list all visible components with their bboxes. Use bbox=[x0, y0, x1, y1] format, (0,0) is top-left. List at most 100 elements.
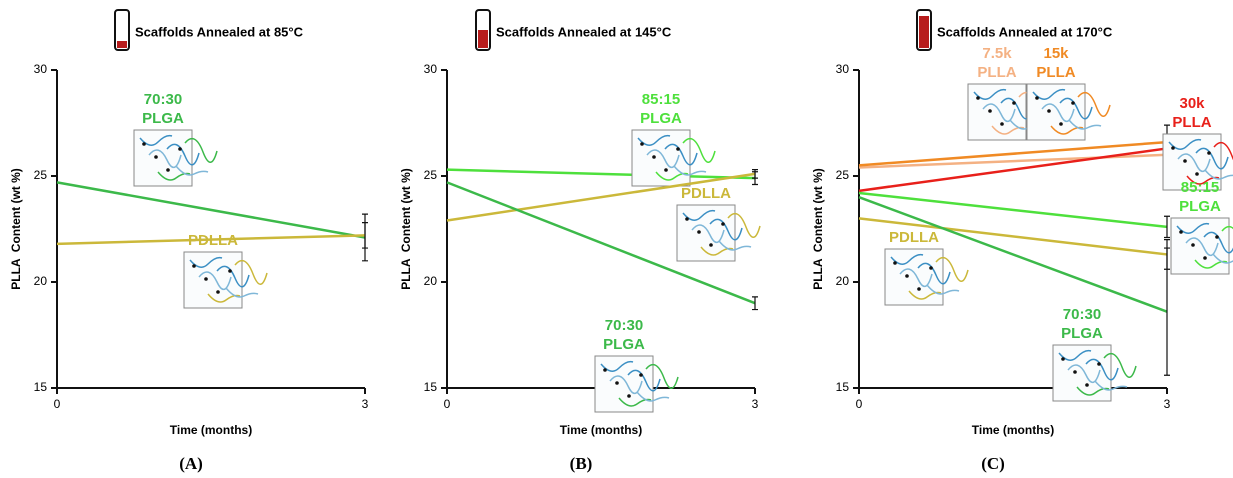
scaffold-fiber bbox=[899, 268, 933, 288]
x-tick-label: 0 bbox=[444, 397, 451, 411]
scaffold-fiber bbox=[627, 369, 661, 392]
scaffold-fiber bbox=[1085, 358, 1119, 381]
scaffold-node bbox=[929, 266, 933, 270]
y-tick-label: 25 bbox=[424, 168, 438, 182]
x-tick-label: 3 bbox=[362, 397, 369, 411]
scaffold-node bbox=[893, 261, 897, 265]
scaffold-node bbox=[1061, 357, 1065, 361]
series-label: 85:15 PLGA bbox=[1179, 179, 1221, 215]
scaffold-node bbox=[1059, 122, 1063, 126]
series-label: 70:30 PLGA bbox=[1061, 306, 1103, 342]
scaffold-fiber bbox=[982, 103, 1016, 123]
scaffold-fiber bbox=[646, 149, 680, 169]
scaffold-node bbox=[216, 290, 220, 294]
x-axis-label: Time (months) bbox=[560, 423, 642, 437]
scaffold-fiber bbox=[645, 363, 679, 389]
series-line bbox=[858, 217, 1168, 256]
error-bar bbox=[752, 296, 758, 311]
thermometer-c bbox=[916, 9, 932, 51]
scaffold-fiber bbox=[1077, 91, 1111, 117]
series-line bbox=[858, 191, 1168, 229]
scaffold-fiber bbox=[148, 149, 182, 169]
error-bar bbox=[1164, 215, 1170, 239]
scaffold-fiber bbox=[1058, 349, 1092, 361]
scaffold-node bbox=[917, 287, 921, 291]
scaffold-image bbox=[1026, 83, 1086, 141]
series-line bbox=[446, 181, 756, 305]
scaffold-fiber bbox=[727, 212, 761, 238]
series-label: PDLLA bbox=[188, 232, 238, 249]
scaffold-image bbox=[594, 355, 654, 413]
scaffold-node bbox=[640, 142, 644, 146]
y-tick-label: 30 bbox=[836, 62, 850, 76]
scaffold-fiber bbox=[1068, 119, 1102, 130]
scaffold-node bbox=[1085, 383, 1089, 387]
scaffold-fiber bbox=[1067, 364, 1101, 384]
scaffold-fiber bbox=[234, 259, 268, 285]
panel-label: (A) bbox=[179, 454, 203, 473]
scaffold-fiber bbox=[1195, 147, 1229, 170]
scaffold-node bbox=[1183, 159, 1187, 163]
x-tick-label: 0 bbox=[856, 397, 863, 411]
scaffold-node bbox=[1071, 101, 1075, 105]
y-axis-label: PLLA Content (wt %) bbox=[811, 168, 825, 290]
scaffold-fiber bbox=[600, 360, 634, 372]
series-label: PDLLA bbox=[681, 185, 731, 202]
x-tick-label: 3 bbox=[752, 397, 759, 411]
series-label: 7.5k PLLA bbox=[977, 45, 1017, 81]
scaffold-fiber bbox=[673, 165, 707, 176]
scaffold-fiber bbox=[973, 88, 1007, 100]
scaffold-node bbox=[192, 264, 196, 268]
thermometer-b bbox=[475, 9, 491, 51]
scaffold-fiber bbox=[1032, 88, 1066, 100]
scaffold-fiber bbox=[917, 262, 951, 285]
series-label: 70:30 PLGA bbox=[603, 317, 645, 353]
scaffold-node bbox=[615, 381, 619, 385]
scaffold-fiber bbox=[1176, 222, 1210, 234]
y-tick-label: 15 bbox=[34, 380, 48, 394]
scaffold-node bbox=[676, 147, 680, 151]
scaffold-fiber bbox=[225, 287, 259, 298]
series-label: 30k PLLA bbox=[1172, 95, 1212, 131]
scaffold-fiber bbox=[216, 265, 250, 288]
scaffold-node bbox=[1203, 256, 1207, 260]
scaffold-node bbox=[1035, 96, 1039, 100]
thermometer-a bbox=[114, 9, 130, 51]
y-tick-label: 30 bbox=[34, 62, 48, 76]
y-tick-label: 25 bbox=[34, 168, 48, 182]
series-line bbox=[446, 172, 756, 222]
scaffold-fiber bbox=[1168, 138, 1202, 150]
scaffold-node bbox=[1179, 230, 1183, 234]
scaffold-node bbox=[976, 96, 980, 100]
scaffold-fiber bbox=[139, 134, 173, 146]
scaffold-node bbox=[1012, 101, 1016, 105]
y-tick-label: 30 bbox=[424, 62, 438, 76]
scaffold-fiber bbox=[1204, 169, 1233, 180]
x-tick-label: 3 bbox=[1164, 397, 1171, 411]
scaffold-node bbox=[1191, 243, 1195, 247]
scaffold-fiber bbox=[166, 143, 200, 166]
series-line bbox=[446, 168, 756, 180]
scaffold-node bbox=[178, 147, 182, 151]
scaffold-fiber bbox=[637, 134, 671, 146]
scaffold-fiber bbox=[636, 391, 670, 402]
y-tick-label: 20 bbox=[34, 274, 48, 288]
scaffold-fiber bbox=[1177, 153, 1211, 173]
scaffold-node bbox=[1073, 370, 1077, 374]
panel-label: (C) bbox=[981, 454, 1005, 473]
panel-title: Scaffolds Annealed at 170°C bbox=[937, 24, 1113, 39]
panel-title: Scaffolds Annealed at 85°C bbox=[135, 24, 304, 39]
scaffold-fiber bbox=[682, 137, 716, 163]
scaffold-fiber bbox=[175, 165, 209, 176]
scaffold-node bbox=[639, 373, 643, 377]
scaffold-fiber bbox=[1212, 253, 1233, 264]
scaffold-fiber bbox=[1059, 97, 1093, 120]
x-axis-label: Time (months) bbox=[972, 423, 1054, 437]
series-line bbox=[858, 140, 1168, 167]
series-label: 85:15 PLGA bbox=[640, 91, 682, 127]
scaffold-fiber bbox=[1103, 352, 1137, 378]
x-axis-label: Time (months) bbox=[170, 423, 252, 437]
scaffold-node bbox=[166, 168, 170, 172]
scaffold-fiber bbox=[664, 143, 698, 166]
